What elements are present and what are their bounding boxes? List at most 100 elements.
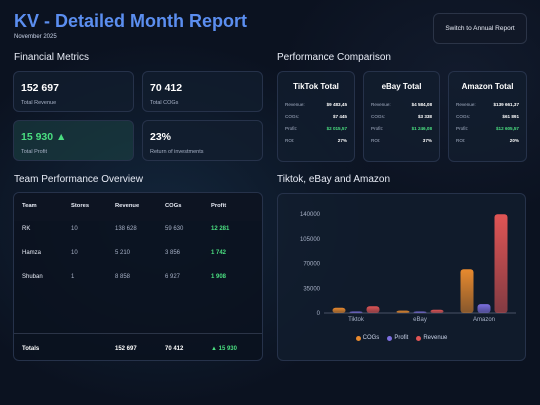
chart-title: Tiktok, eBay and Amazon [277, 174, 391, 185]
bar-cogs-tiktok[interactable] [332, 307, 346, 313]
perf-row-cogs: COGs: $61 891 [456, 114, 519, 124]
perf-label: Profit: [456, 126, 468, 131]
metric-card-revenue: 152 697 Total Revenue [13, 71, 134, 112]
perf-label: COGs: [456, 114, 471, 119]
financial-metrics-title: Financial Metrics [14, 52, 90, 63]
perf-label: Revenue: [371, 102, 391, 107]
legend-label: Revenue [423, 335, 448, 341]
y-tick-label: 140000 [300, 212, 321, 218]
perf-row-profit: Profit: $12 605,57 [456, 126, 519, 136]
perf-label: COGs: [285, 114, 300, 119]
perf-label: ROI: [285, 138, 295, 143]
bar-profit-tiktok[interactable] [349, 311, 363, 314]
bar-chart: 0 35000 70000 105000 140000 Tiktok eBay Amazon [300, 212, 516, 323]
metric-card-roi: 23% Return of investments [142, 120, 263, 161]
perf-value: 27% [337, 138, 347, 143]
perf-value: $61 891 [502, 114, 519, 119]
y-tick-label: 0 [317, 311, 321, 317]
bar-cogs-ebay[interactable] [396, 310, 410, 313]
perf-label: Profit: [285, 126, 297, 131]
perf-card-amazon: Amazon Total Revenue: $139 661,37 COGs: $6… [448, 71, 527, 162]
perf-value: $3 338 [417, 114, 432, 119]
perf-row-revenue: Revenue: $139 661,37 [456, 102, 519, 112]
performance-comparison-title: Performance Comparison [277, 52, 391, 63]
totals-cell: 152 697 [115, 346, 137, 352]
totals-cell: ▲ 15 930 [211, 346, 237, 352]
legend-item-profit[interactable]: Profit [387, 335, 408, 341]
table-cell: 8 858 [115, 274, 131, 280]
x-tick-label: Tiktok [348, 317, 365, 323]
perf-row-revenue: Revenue: $4 584,08 [371, 102, 432, 112]
perf-row-profit: Profit: $2 015,57 [285, 126, 347, 136]
bar-revenue-ebay[interactable] [430, 309, 444, 313]
metric-value: 23% [150, 131, 172, 143]
table-cell: 1 908 [211, 274, 227, 280]
switch-report-button[interactable]: Switch to Annual Report [433, 13, 527, 44]
metric-label: Total Revenue [21, 100, 57, 106]
perf-value: $12 605,57 [496, 126, 519, 131]
perf-value: $2 015,57 [326, 126, 347, 131]
column-header: Stores [71, 203, 90, 209]
table-cell: 5 210 [115, 250, 131, 256]
column-header: Team [22, 203, 37, 209]
totals-cell: 70 412 [165, 346, 184, 352]
legend-dot [387, 335, 393, 341]
column-header: Revenue [115, 203, 140, 209]
perf-value: $1 246,08 [411, 126, 432, 131]
legend-item-revenue[interactable]: Revenue [416, 335, 447, 341]
perf-row-profit: Profit: $1 246,08 [371, 126, 432, 136]
bar-revenue-amazon[interactable] [494, 214, 508, 313]
table-cell: 1 742 [211, 250, 227, 256]
team-performance-title: Team Performance Overview [14, 174, 143, 185]
y-tick-label: 105000 [300, 237, 321, 243]
table-cell: 10 [71, 250, 78, 256]
totals-cell: Totals [22, 346, 40, 352]
perf-row-cogs: COGs: $7 445 [285, 114, 347, 124]
perf-card-title: Amazon Total [461, 82, 514, 91]
perf-card-ebay: eBay Total Revenue: $4 584,08 COGs: $3 338… [363, 71, 440, 162]
page-title: KV - Detailed Month Report [14, 11, 247, 31]
perf-label: Profit: [371, 126, 383, 131]
page-subtitle: November 2025 [14, 34, 57, 40]
table-cell: 1 [71, 274, 75, 280]
perf-value: 37% [422, 138, 432, 143]
perf-label: COGs: [371, 114, 386, 119]
metric-label: Total COGs [150, 100, 179, 106]
bar-cogs-amazon[interactable] [460, 269, 474, 313]
perf-value: $7 445 [332, 114, 347, 119]
legend-label: COGs [362, 335, 380, 341]
legend-dot [355, 335, 361, 341]
totals-divider [14, 333, 262, 334]
perf-value: $9 483,45 [326, 102, 347, 107]
table-cell: RK [22, 226, 31, 232]
table-cell: 3 856 [165, 250, 181, 256]
perf-row-revenue: Revenue: $9 483,45 [285, 102, 347, 112]
table-cell: 138 628 [115, 226, 137, 232]
bar-profit-ebay[interactable] [413, 311, 427, 314]
metric-value: 15 930 ▲ [21, 131, 67, 143]
perf-row-cogs: COGs: $3 338 [371, 114, 432, 124]
bar-profit-amazon[interactable] [477, 304, 491, 313]
table-cell: 10 [71, 226, 78, 232]
table-cell: 6 927 [165, 274, 181, 280]
bar-revenue-tiktok[interactable] [366, 306, 380, 313]
metric-label: Return of investments [150, 149, 204, 155]
team-table-header [14, 193, 262, 221]
y-tick-label: 35000 [303, 286, 320, 292]
perf-value: $139 661,37 [493, 102, 519, 107]
chart-card: 0 35000 70000 105000 140000 Tiktok eBay Amazon … [277, 193, 526, 361]
legend-label: Profit [394, 335, 409, 341]
perf-label: Revenue: [285, 102, 305, 107]
table-cell: 12 281 [211, 226, 230, 232]
perf-card-title: TikTok Total [293, 82, 339, 91]
y-tick-label: 70000 [303, 262, 320, 268]
perf-label: Revenue: [456, 102, 476, 107]
table-cell: Shuban [22, 274, 43, 280]
perf-value: $4 584,08 [411, 102, 432, 107]
perf-label: ROI: [456, 138, 466, 143]
legend-item-cogs[interactable]: COGs [355, 335, 380, 341]
perf-card-title: eBay Total [381, 82, 422, 91]
x-tick-label: Amazon [473, 317, 495, 323]
column-header: COGs [165, 203, 182, 209]
chart-legend: COGs Profit Revenue [278, 335, 525, 341]
